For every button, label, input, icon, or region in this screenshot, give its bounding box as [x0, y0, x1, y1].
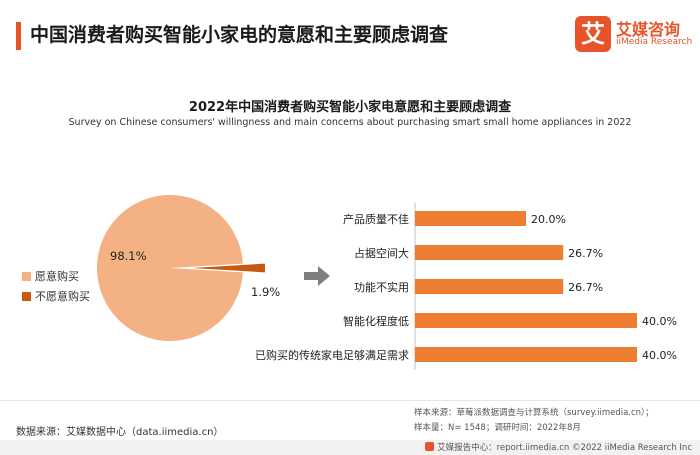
pie-slice-willing — [97, 194, 243, 341]
sample-info: 样本来源：草莓派数据调查与计算系统（survey.iimedia.cn）； 样本… — [414, 406, 654, 436]
copyright-text: 艾媒报告中心：report.iimedia.cn ©2022 iiMedia R… — [437, 443, 692, 453]
sample-size: 样本量：N= 1548；调研时间：2022年8月 — [414, 423, 581, 433]
logo-text-cn: 艾媒咨询 — [616, 20, 681, 39]
bar-category-label: 功能不实用 — [354, 280, 409, 294]
bar-value-label: 40.0% — [642, 315, 677, 328]
bar-category-label: 已购买的传统家电足够满足需求 — [255, 348, 409, 362]
bar-value-label: 20.0% — [531, 213, 566, 226]
legend-swatch-unwilling — [22, 291, 31, 301]
legend-item-unwilling: 不愿意购买 — [22, 286, 90, 306]
bottom-band — [0, 440, 700, 455]
bar-0 — [415, 211, 526, 226]
title-accent-bar — [16, 22, 21, 50]
footer-divider — [0, 400, 700, 401]
arrow-icon — [304, 266, 330, 286]
bar-value-label: 26.7% — [568, 247, 603, 260]
logo-mark-icon: 艾 — [575, 16, 611, 52]
logo-text-en: iiMedia Research — [616, 37, 693, 47]
bar-category-label: 产品质量不佳 — [343, 212, 409, 226]
chart-title: 2022年中国消费者购买智能小家电意愿和主要顾虑调查 — [188, 100, 512, 115]
bar-1 — [415, 245, 564, 260]
copyright: 艾媒报告中心：report.iimedia.cn ©2022 iiMedia R… — [425, 441, 692, 453]
bar-4 — [415, 347, 637, 362]
pie-slice-unwilling — [192, 263, 266, 273]
bar-value-label: 40.0% — [642, 349, 677, 362]
bar-category-label: 占据空间大 — [354, 246, 409, 260]
header: 中国消费者购买智能小家电的意愿和主要顾虑调查 艾 艾媒咨询 iiMedia Re… — [0, 0, 700, 70]
legend-swatch-willing — [22, 271, 31, 281]
legend-item-willing: 愿意购买 — [22, 266, 90, 286]
legend-label-unwilling: 不愿意购买 — [35, 290, 90, 303]
bar-category-label: 智能化程度低 — [343, 314, 409, 328]
page-title: 中国消费者购买智能小家电的意愿和主要顾虑调查 — [30, 24, 449, 46]
chart-canvas: 98.1% 1.9% 产品质量不佳 20.0% 占据空间大 26.7% 功能不实用 26.7%… — [97, 194, 677, 370]
bar-2 — [415, 279, 564, 294]
sample-source: 样本来源：草莓派数据调查与计算系统（survey.iimedia.cn）； — [414, 408, 654, 418]
legend-label-willing: 愿意购买 — [35, 270, 79, 283]
report-center-icon — [425, 442, 435, 451]
pie-label-unwilling: 1.9% — [251, 285, 280, 299]
pie-label-willing: 98.1% — [110, 249, 147, 263]
bar-3 — [415, 313, 637, 328]
pie-legend: 愿意购买 不愿意购买 — [22, 266, 90, 306]
brand-logo[interactable]: 艾 艾媒咨询 iiMedia Research — [575, 14, 693, 58]
chart-subtitle: Survey on Chinese consumers' willingness… — [68, 117, 632, 128]
data-source: 数据来源：艾媒数据中心（data.iimedia.cn） — [16, 427, 224, 438]
bar-value-label: 26.7% — [568, 281, 603, 294]
